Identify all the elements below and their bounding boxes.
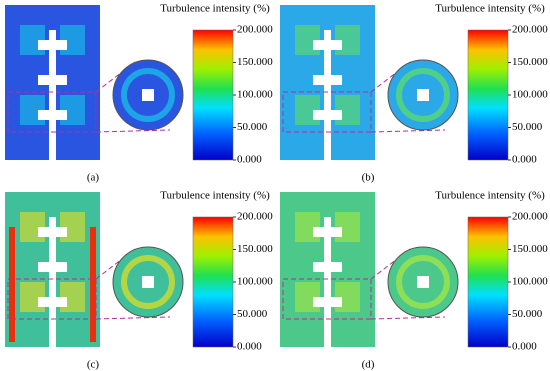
slot bbox=[38, 227, 67, 237]
cross-section-ring bbox=[121, 255, 175, 309]
slot bbox=[38, 262, 67, 272]
cross-section-ring bbox=[396, 68, 450, 122]
colorbar bbox=[192, 216, 234, 348]
colorbar-tick-label: 200.000 bbox=[237, 211, 273, 223]
slot bbox=[324, 30, 331, 160]
colorbar-tick-label: 50.000 bbox=[512, 121, 543, 133]
colorbar-tick-label: 0.000 bbox=[512, 341, 537, 353]
panel-label: (d) bbox=[362, 359, 375, 371]
cross-section-ring bbox=[396, 255, 450, 309]
colorbar-title: Turbulence intensity (%) bbox=[435, 3, 545, 15]
slot bbox=[313, 40, 342, 50]
colorbar-tick-label: 200.000 bbox=[237, 24, 273, 36]
colorbar-tick-label: 50.000 bbox=[512, 308, 543, 320]
slot bbox=[49, 30, 56, 160]
panel-label: (a) bbox=[87, 172, 100, 184]
zoom-box bbox=[282, 91, 372, 133]
colorbar-tick-label: 150.000 bbox=[512, 243, 548, 255]
slot bbox=[38, 75, 67, 85]
slot bbox=[324, 217, 331, 347]
zoom-line bbox=[370, 129, 446, 133]
colorbar-tick-label: 0.000 bbox=[512, 154, 537, 166]
colorbar-tick-label: 200.000 bbox=[512, 211, 548, 223]
slot bbox=[313, 227, 342, 237]
slot bbox=[38, 40, 67, 50]
zoom-line bbox=[95, 316, 171, 320]
zoom-box bbox=[7, 91, 97, 133]
slot bbox=[313, 262, 342, 272]
colorbar bbox=[467, 216, 509, 348]
hub bbox=[417, 89, 429, 101]
colorbar-tick-label: 100.000 bbox=[512, 89, 548, 101]
panel-label: (c) bbox=[87, 359, 100, 371]
colorbar-tick-label: 50.000 bbox=[237, 308, 268, 320]
colorbar-title: Turbulence intensity (%) bbox=[160, 3, 270, 15]
slot bbox=[313, 110, 342, 120]
colorbar-tick-label: 0.000 bbox=[237, 154, 262, 166]
colorbar-tick-label: 150.000 bbox=[237, 56, 273, 68]
slot bbox=[49, 217, 56, 347]
colorbar-tick-label: 150.000 bbox=[512, 56, 548, 68]
zoom-line bbox=[95, 129, 171, 133]
cross-section-ring bbox=[121, 68, 175, 122]
colorbar-tick-label: 50.000 bbox=[237, 121, 268, 133]
slot bbox=[38, 297, 67, 307]
panel-label: (b) bbox=[362, 172, 375, 184]
zoom-line bbox=[370, 316, 446, 320]
hot-edge bbox=[9, 227, 15, 342]
colorbar-tick-label: 100.000 bbox=[237, 89, 273, 101]
colorbar-tick-label: 100.000 bbox=[237, 276, 273, 288]
zoom-box bbox=[7, 278, 97, 320]
hub bbox=[417, 276, 429, 288]
colorbar-tick-label: 100.000 bbox=[512, 276, 548, 288]
colorbar-title: Turbulence intensity (%) bbox=[160, 190, 270, 202]
hub bbox=[142, 276, 154, 288]
hot-edge bbox=[90, 227, 96, 342]
colorbar-title: Turbulence intensity (%) bbox=[435, 190, 545, 202]
slot bbox=[313, 75, 342, 85]
colorbar bbox=[192, 29, 234, 161]
zoom-box bbox=[282, 278, 372, 320]
colorbar-tick-label: 200.000 bbox=[512, 24, 548, 36]
slot bbox=[38, 110, 67, 120]
colorbar-tick-label: 0.000 bbox=[237, 341, 262, 353]
colorbar-tick-label: 150.000 bbox=[237, 243, 273, 255]
colorbar bbox=[467, 29, 509, 161]
slot bbox=[313, 297, 342, 307]
hub bbox=[142, 89, 154, 101]
